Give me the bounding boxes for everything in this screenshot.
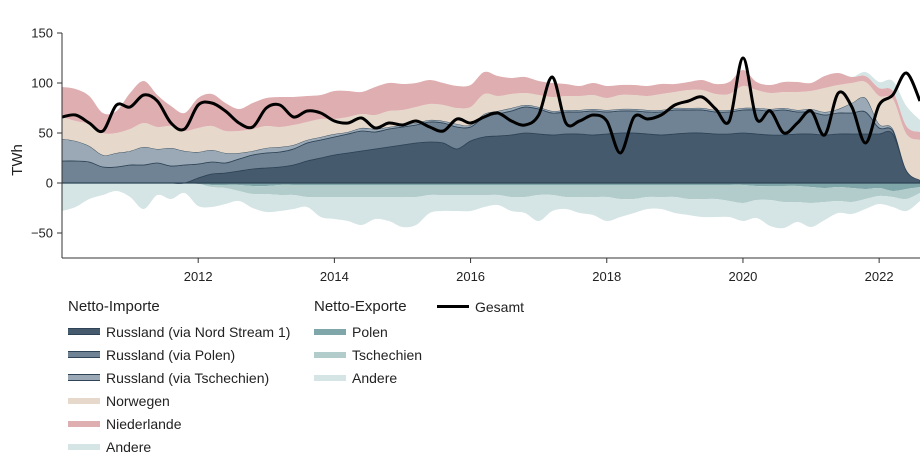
legend-label: Niederlande bbox=[106, 415, 182, 432]
legend-swatch bbox=[68, 374, 100, 381]
legend-swatch bbox=[68, 351, 100, 358]
legend-swatch bbox=[314, 374, 346, 381]
legend-item-export: Tschechien bbox=[314, 343, 422, 366]
legend-item-import: Russland (via Nord Stream 1) bbox=[68, 320, 290, 343]
x-tick-label: 2018 bbox=[592, 269, 621, 284]
import-area-norwegen bbox=[62, 81, 920, 180]
x-tick-label: 2016 bbox=[456, 269, 485, 284]
x-tick-label: 2012 bbox=[184, 269, 213, 284]
legend-label: Russland (via Polen) bbox=[106, 346, 236, 363]
legend-item-export: Polen bbox=[314, 320, 422, 343]
x-tick-label: 2020 bbox=[728, 269, 757, 284]
legend-label: Polen bbox=[352, 323, 388, 340]
chart-svg: −50 0 50 100 150 2012 2014 2016 2018 2020 2022 TWh bbox=[9, 26, 920, 284]
total-line bbox=[61, 56, 920, 155]
y-axis-title: TWh bbox=[9, 144, 26, 176]
legend-label: Russland (via Nord Stream 1) bbox=[106, 323, 291, 340]
y-tick-label: −50 bbox=[31, 226, 53, 241]
legend-total: Gesamt bbox=[437, 298, 524, 315]
y-tick-label: 100 bbox=[31, 76, 53, 91]
legend-exports-title: Netto-Exporte bbox=[314, 298, 407, 315]
legend-swatch bbox=[68, 328, 100, 335]
legend-swatch bbox=[68, 420, 100, 427]
export-area-tschechien bbox=[62, 182, 920, 204]
legend-swatch bbox=[314, 351, 346, 358]
legend-item-import: Andere bbox=[68, 435, 290, 458]
legend-item-import: Russland (via Polen) bbox=[68, 343, 290, 366]
legend-exports: Netto-Exporte Polen Tschechien Andere bbox=[314, 298, 422, 389]
legend-item-import: Niederlande bbox=[68, 412, 290, 435]
legend-label: Andere bbox=[352, 369, 398, 386]
legend-label: Tschechien bbox=[352, 346, 423, 363]
legend-item-import: Russland (via Tschechien) bbox=[68, 366, 290, 389]
y-tick-label: 150 bbox=[31, 26, 53, 41]
area-layers bbox=[61, 70, 920, 229]
export-area-andere bbox=[62, 182, 920, 229]
legend-imports-title: Netto-Importe bbox=[68, 298, 160, 315]
legend-swatch bbox=[314, 328, 346, 335]
export-area-polen bbox=[62, 182, 920, 192]
legend-imports: Netto-Importe Russland (via Nord Stream … bbox=[68, 298, 290, 458]
legend-label: Andere bbox=[106, 438, 152, 455]
legend-swatch bbox=[68, 443, 100, 450]
legend-item-import: Norwegen bbox=[68, 389, 290, 412]
legend-swatch bbox=[68, 397, 100, 404]
x-tick-label: 2022 bbox=[865, 269, 894, 284]
legend-total-swatch bbox=[437, 305, 469, 308]
legend-total-label: Gesamt bbox=[475, 298, 525, 315]
legend-label: Norwegen bbox=[106, 392, 170, 409]
axes: −50 0 50 100 150 2012 2014 2016 2018 2020 2022 bbox=[31, 26, 920, 284]
legend-item-export: Andere bbox=[314, 366, 422, 389]
y-tick-label: 0 bbox=[46, 176, 53, 191]
legend-label: Russland (via Tschechien) bbox=[106, 369, 270, 386]
import-area-niederlande bbox=[62, 70, 920, 140]
x-tick-label: 2014 bbox=[320, 269, 349, 284]
y-tick-label: 50 bbox=[39, 126, 53, 141]
